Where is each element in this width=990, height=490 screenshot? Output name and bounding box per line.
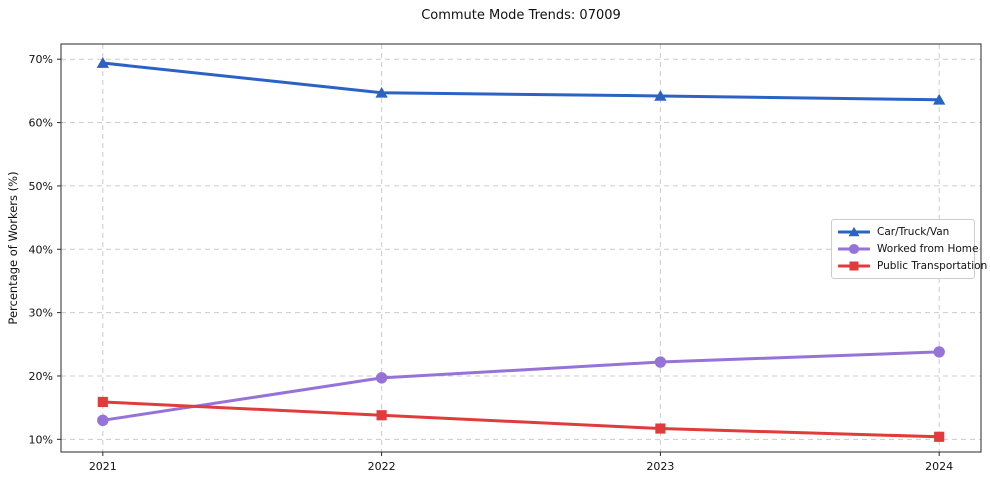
x-tick-label: 2022 xyxy=(368,460,396,473)
legend-label: Car/Truck/Van xyxy=(877,225,950,238)
series-0 xyxy=(96,57,946,105)
y-tick-label: 40% xyxy=(29,243,53,256)
y-tick-label: 50% xyxy=(29,180,53,193)
x-tick-label: 2023 xyxy=(646,460,674,473)
series-2 xyxy=(97,396,945,442)
x-tick-label: 2024 xyxy=(925,460,953,473)
line-circle-marker-icon xyxy=(838,243,870,255)
gridlines xyxy=(61,44,981,452)
y-tick-label: 30% xyxy=(29,307,53,320)
axis-ticks xyxy=(57,58,940,456)
legend-label: Worked from Home xyxy=(877,242,979,255)
line-square-marker-icon xyxy=(838,261,870,271)
legend: Car/Truck/Van Worked from Home Public Tr… xyxy=(831,219,987,279)
series-1 xyxy=(97,346,945,427)
y-tick-label: 20% xyxy=(29,370,53,383)
x-tick-label: 2021 xyxy=(89,460,117,473)
legend-label: Public Transportation xyxy=(877,260,988,273)
y-tick-label: 10% xyxy=(29,433,53,446)
line-triangle-marker-icon xyxy=(838,226,870,236)
y-tick-label: 60% xyxy=(29,117,53,130)
y-tick-label: 70% xyxy=(29,53,53,66)
y-axis-label: Percentage of Workers (%) xyxy=(6,171,20,324)
legend-item-public-transportation: Public Transportation xyxy=(838,258,987,275)
legend-item-car-truck-van: Car/Truck/Van xyxy=(838,223,968,240)
legend-item-worked-from-home: Worked from Home xyxy=(838,240,978,257)
plot-border xyxy=(60,43,982,453)
chart-title: Commute Mode Trends: 07009 xyxy=(421,8,621,23)
